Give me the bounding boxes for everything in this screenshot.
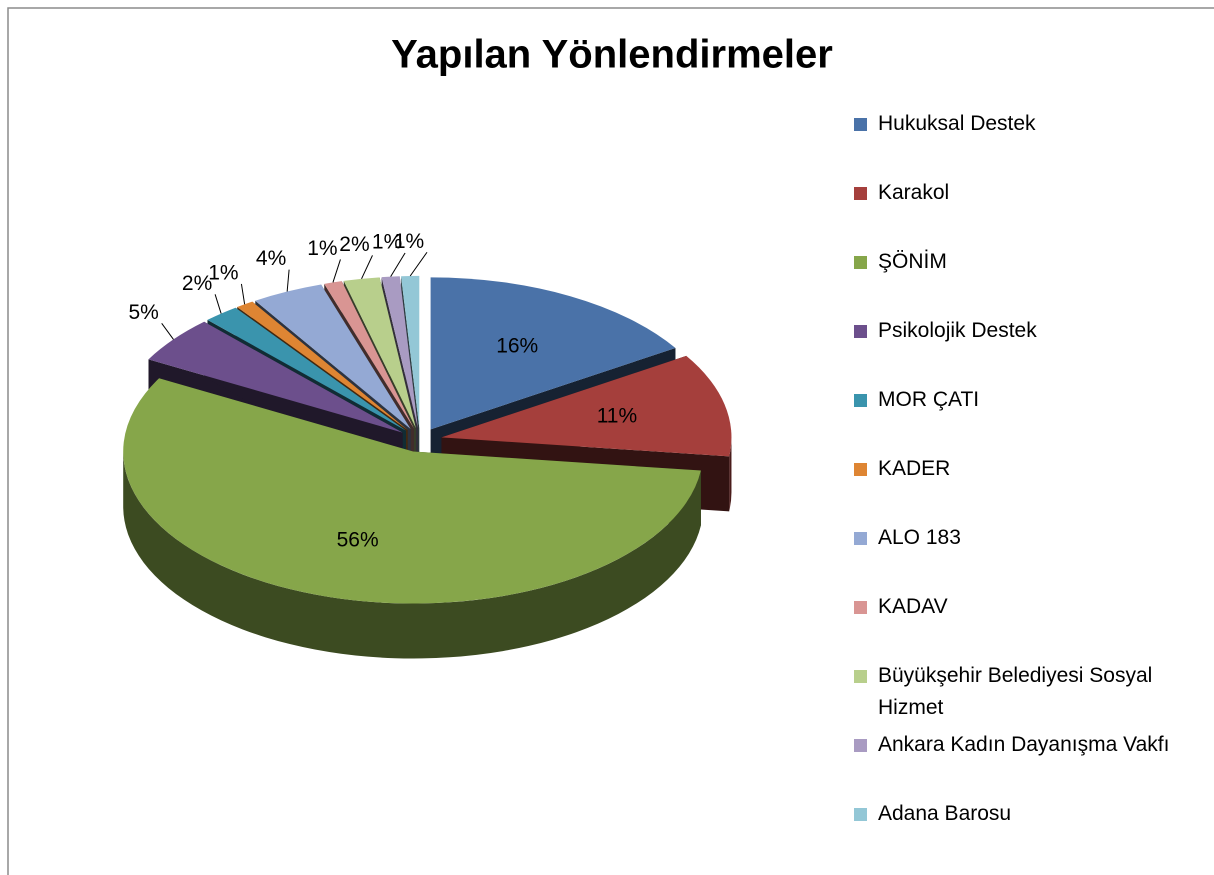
legend-label: Psikolojik Destek [878,319,1037,342]
legend-label: Ankara Kadın Dayanışma Vakfı [878,733,1170,756]
legend-swatch [854,463,867,476]
leader-line [286,269,290,292]
leader-line [332,259,341,283]
legend-label: MOR ÇATI [878,388,980,411]
legend-item: Psikolojik Destek [854,315,1208,347]
data-label: 56% [337,529,379,552]
slice-top [430,277,676,430]
legend-swatch [854,739,867,752]
chart-border [7,7,1214,875]
legend-item: Hukuksal Destek [854,108,1208,140]
legend-item: Karakol [854,177,1208,209]
slice-top [381,276,418,428]
legend-item: ŞÖNİM [854,246,1208,278]
legend-item: Ankara Kadın Dayanışma Vakfı [854,729,1208,761]
legend-swatch [854,601,867,614]
legend-swatch [854,325,867,338]
slice-top [324,281,414,429]
leader-line [390,252,406,277]
leader-line [161,323,174,340]
legend-swatch [854,187,867,200]
legend-item: Adana Barosu [854,798,1208,830]
legend-swatch [854,670,867,683]
data-label: 1% [372,231,402,254]
slice-top [237,301,408,430]
slice-wall [729,437,732,512]
data-label: 2% [182,272,212,295]
legend-label: Karakol [878,181,950,204]
legend-item: Büyükşehir Belediyesi Sosyal Hizmet [854,660,1208,724]
legend-swatch [854,808,867,821]
chart-title: Yapılan Yönlendirmeler [391,33,833,77]
slice-top [255,284,411,430]
data-label: 1% [394,230,424,253]
legend-item: KADAV [854,591,1208,623]
legend-label: Hukuksal Destek [878,112,1036,135]
legend-item: MOR ÇATI [854,384,1208,416]
slice-top [343,277,416,429]
slice-wall [123,451,701,659]
legend-swatch [854,532,867,545]
legend-label: ŞÖNİM [878,250,947,273]
slice-top [401,275,420,428]
slice-top [207,307,406,431]
data-label: 11% [597,404,637,427]
data-label: 4% [256,247,286,270]
slice-top [123,378,701,604]
leader-line [361,255,373,280]
data-label: 16% [496,334,538,357]
legend-label: ALO 183 [878,526,961,549]
legend-label: Adana Barosu [878,802,1012,825]
data-label: 1% [307,237,337,260]
data-label: 2% [339,233,369,256]
data-label: 1% [208,261,238,284]
legend-item: ALO 183 [854,522,1208,554]
legend-label: Büyükşehir Belediyesi Sosyal Hizmet [878,664,1153,719]
leader-line [214,294,222,314]
legend-swatch [854,394,867,407]
legend-item: KADER [854,453,1208,485]
legend-label: KADAV [878,595,948,618]
leader-line [240,283,246,305]
legend-swatch [854,118,867,131]
data-label: 5% [129,301,159,324]
pie-slice [123,378,701,659]
legend-label: KADER [878,457,951,480]
slice-top [441,355,732,457]
legend-swatch [854,256,867,269]
leader-line [409,251,428,277]
slice-top [148,321,403,433]
